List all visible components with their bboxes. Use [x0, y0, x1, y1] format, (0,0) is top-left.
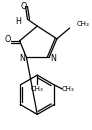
Text: CH₃: CH₃: [62, 86, 74, 92]
Text: O: O: [5, 35, 11, 44]
Text: CH₃: CH₃: [77, 21, 89, 27]
Text: CH₃: CH₃: [31, 86, 44, 92]
Text: O: O: [20, 2, 27, 11]
Text: H: H: [16, 17, 22, 26]
Text: N: N: [20, 54, 25, 63]
Text: N: N: [50, 54, 56, 63]
